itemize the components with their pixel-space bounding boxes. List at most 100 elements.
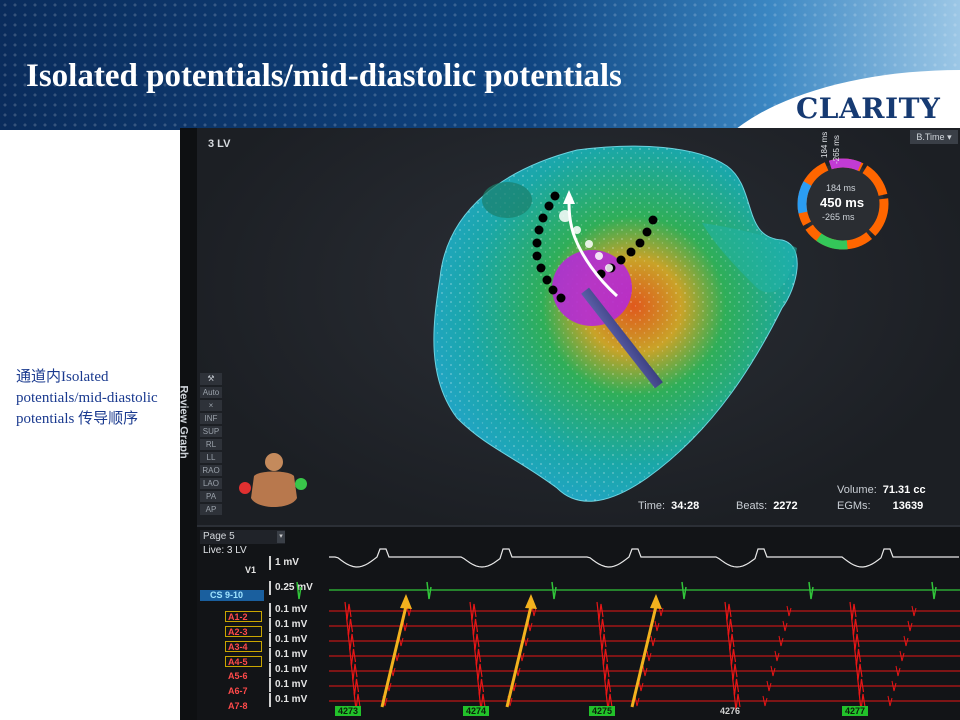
propagation-arrow: [567, 199, 619, 298]
bipolar-spike: [350, 661, 358, 681]
view-button-rl[interactable]: RL: [200, 439, 222, 450]
mid-diastolic-potential: [782, 620, 788, 632]
bipolar-spike: [348, 646, 357, 666]
ring-bottom: -265 ms: [822, 212, 855, 222]
review-graph-label: Review Graph: [180, 385, 190, 459]
volume-stat: Volume: 71.31 cc: [837, 484, 926, 496]
time-range-ring[interactable]: [797, 158, 889, 250]
bipolar-spike: [478, 691, 486, 711]
scale-a1-2: 0.1 mV: [269, 603, 307, 617]
annotation-arrow: [380, 601, 409, 708]
view-button-auto[interactable]: Auto: [200, 387, 222, 398]
channel-a7-8[interactable]: A7-8: [228, 701, 248, 711]
bipolar-spike: [852, 631, 860, 651]
mid-diastolic-potential: [650, 635, 656, 647]
channel-a5-6[interactable]: A5-6: [228, 671, 248, 681]
ring-side-a: 184 ms: [820, 131, 829, 158]
channel-v1[interactable]: V1: [244, 565, 256, 575]
view-button-ap[interactable]: AP: [200, 504, 222, 515]
cs-spike: [296, 581, 302, 600]
view-button-lao[interactable]: LAO: [200, 478, 222, 489]
bipolar-spike: [596, 601, 604, 621]
btime-label: B.Time: [916, 132, 945, 142]
mid-diastolic-potential: [762, 695, 768, 707]
cs-spike: [551, 581, 557, 600]
btime-dropdown[interactable]: B.Time ▾: [910, 130, 958, 144]
channel-a4-5[interactable]: A4-5: [225, 656, 262, 667]
mid-diastolic-potential: [523, 635, 529, 647]
channel-cs-9-10[interactable]: CS 9-10: [200, 590, 264, 601]
bipolar-spike: [727, 631, 735, 651]
scale-v1: 1 mV: [269, 556, 299, 570]
channel-a6-7[interactable]: A6-7: [228, 686, 248, 696]
annotation-arrowhead: [525, 594, 537, 609]
bipolar-spike: [603, 676, 612, 696]
bipolar-spike: [605, 691, 613, 711]
mid-diastolic-potential: [774, 650, 780, 662]
mid-diastolic-potential: [903, 635, 909, 647]
scale-a5-6: 0.1 mV: [269, 663, 307, 677]
scale-a7-8: 0.1 mV: [269, 693, 307, 707]
page-select[interactable]: Page 5: [200, 530, 285, 544]
ablation-catheter: [581, 287, 663, 389]
bipolar-spike: [850, 616, 859, 636]
scale-a2-3: 0.1 mV: [269, 618, 307, 632]
view-button-pa[interactable]: PA: [200, 491, 222, 502]
mid-diastolic-potential: [887, 695, 893, 707]
time-label: Time:: [638, 500, 666, 512]
v1-trace: [329, 548, 959, 568]
channel-a3-4[interactable]: A3-4: [225, 641, 262, 652]
chevron-down-icon[interactable]: ▾: [277, 531, 285, 543]
bipolar-spike: [731, 676, 740, 696]
ring-side-b: -265 ms: [832, 135, 841, 164]
cs-spike: [681, 581, 687, 600]
view-button-rao[interactable]: RAO: [200, 465, 222, 476]
view-button-sup[interactable]: SUP: [200, 426, 222, 437]
channel-a1-2[interactable]: A1-2: [225, 611, 262, 622]
mid-diastolic-potential: [531, 605, 537, 617]
bipolar-spike: [345, 616, 354, 636]
slide-title: Isolated potentials/mid-diastolic potent…: [26, 58, 622, 94]
bipolar-spike: [344, 601, 352, 621]
beat-label: 4275: [589, 706, 616, 716]
ring-top: 184 ms: [826, 183, 856, 193]
bipolar-spike: [853, 646, 862, 666]
view-button-close[interactable]: ×: [200, 400, 222, 411]
mid-diastolic-potential: [406, 605, 412, 617]
mid-diastolic-potential: [638, 680, 644, 692]
bipolar-spike: [730, 661, 738, 681]
bipolar-spike: [351, 676, 360, 696]
mid-diastolic-potential: [658, 605, 664, 617]
page-label: Page 5: [203, 531, 235, 542]
view-button-ll[interactable]: LL: [200, 452, 222, 463]
mid-diastolic-potential: [634, 695, 640, 707]
mid-diastolic-potential: [527, 620, 533, 632]
review-graph-tab[interactable]: Review Graph: [180, 128, 197, 720]
mid-diastolic-potential: [402, 620, 408, 632]
hammer-icon[interactable]: ⚒: [200, 373, 222, 385]
mid-diastolic-potential: [398, 635, 404, 647]
map-graphics: [433, 145, 889, 502]
mid-diastolic-potential: [907, 620, 913, 632]
view-button-inf[interactable]: INF: [200, 413, 222, 424]
egm-traces[interactable]: [197, 527, 960, 720]
bipolar-spike: [353, 691, 361, 711]
volume-value: 71.31 cc: [882, 484, 926, 496]
3d-map-view[interactable]: 3 LV B.Time ▾: [197, 128, 960, 525]
bipolar-spike: [849, 601, 857, 621]
bipolar-spike: [347, 631, 355, 651]
bipolar-spike: [473, 646, 482, 666]
annotation-arrow: [505, 601, 534, 708]
bipolar-spike: [733, 691, 741, 711]
channel-a2-3[interactable]: A2-3: [225, 626, 262, 637]
beat-label: 4277: [842, 706, 869, 716]
egms-value: 13639: [892, 500, 924, 512]
time-stat: Time: 34:28: [638, 500, 699, 512]
torso-orientation-icon[interactable]: [239, 448, 309, 518]
beats-label: Beats:: [736, 500, 768, 512]
propagation-arrowhead: [563, 190, 575, 204]
mid-diastolic-potential: [895, 665, 901, 677]
ring-center: 450 ms: [820, 195, 865, 210]
annotation-arrow: [630, 601, 659, 708]
bipolar-spike: [597, 616, 606, 636]
